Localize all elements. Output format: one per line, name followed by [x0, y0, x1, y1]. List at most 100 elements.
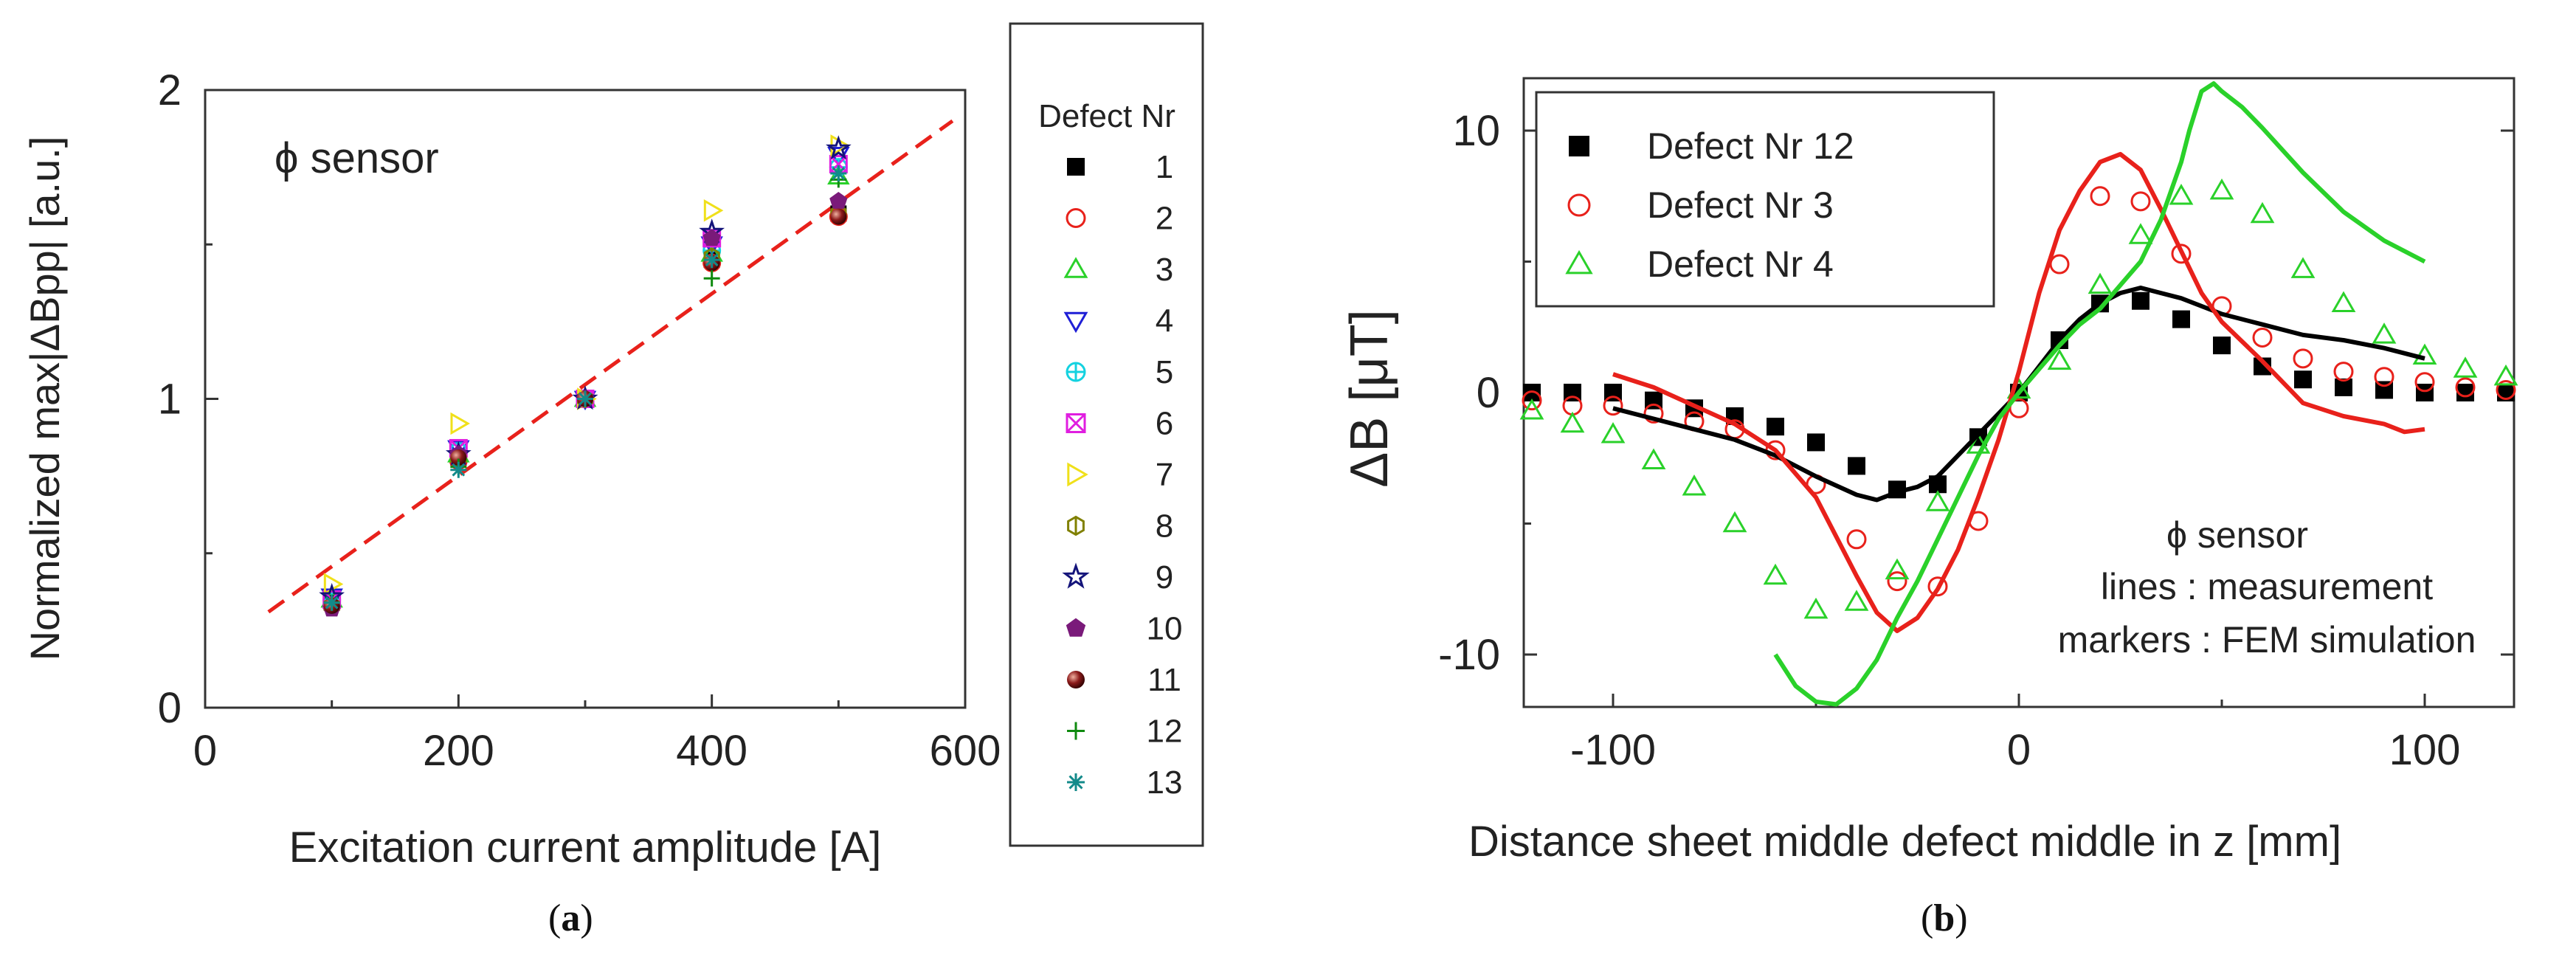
panel-a-legend-title: Defect Nr: [1038, 98, 1175, 134]
panel-b-marker-defect-nr-4: [2128, 223, 2153, 244]
caption-a-letter: a: [561, 897, 581, 939]
panel-a-point-defect-7: [450, 412, 470, 435]
panel-b-marker-defect-nr-4: [1844, 590, 1869, 611]
panel-b-marker-defect-nr-3: [2414, 372, 2435, 393]
panel-b-marker-defect-nr-4: [2331, 291, 2356, 312]
panel-b-marker-defect-nr-4: [2412, 343, 2437, 365]
panel-a-xtick-label: 0: [193, 727, 217, 775]
panel-b-marker-defect-nr-12: [2132, 291, 2149, 310]
panel-b-marker-defect-nr-4: [2453, 356, 2478, 378]
panel-a-legend-marker-11: [1067, 671, 1085, 688]
panel-b-marker-defect-nr-12: [2213, 336, 2231, 355]
panel-a-legend-marker-7: [1067, 462, 1088, 487]
panel-b-annotation-lines: lines : measurement: [2101, 566, 2433, 607]
panel-b-lines: [1612, 81, 2426, 707]
panel-a-legend-label: 1: [1156, 149, 1173, 185]
panel-b-marker-defect-nr-3: [2293, 348, 2313, 369]
panel-b-marker-defect-nr-4: [2250, 201, 2275, 224]
panel-a-legend-marker-5: [1066, 362, 1086, 382]
panel-b-marker-defect-nr-4: [2290, 257, 2316, 278]
panel-a-legend-label: 3: [1156, 252, 1173, 288]
panel-b-legend-marker-2: [1567, 193, 1591, 217]
panel-a-legend-label: 4: [1156, 303, 1173, 339]
panel-a-legend-marker-1: [1067, 158, 1085, 176]
panel-b-xlabel-clip: [2561, 812, 2576, 878]
panel-b-ytick-label: -10: [1438, 631, 1500, 679]
panel-b-marker-defect-nr-12: [2416, 384, 2434, 401]
panel-a-legend-marker-9: [1062, 562, 1090, 589]
panel-b-legend-label: Defect Nr 3: [1647, 184, 1834, 226]
panel-b-marker-defect-nr-4: [1560, 411, 1585, 433]
panel-b-legend-label: Defect Nr 12: [1647, 125, 1854, 167]
panel-b-annotation-sensor: ϕ sensor: [2166, 514, 2308, 556]
panel-b-ytick-label: 10: [1452, 107, 1500, 155]
panel-a-legend-marker-4: [1063, 311, 1088, 334]
panel-a-xlabel: Excitation current amplitude [A]: [289, 824, 882, 871]
panel-b-legend-marker-1: [1569, 136, 1589, 156]
panel-b-legend-entries: Defect Nr 12 Defect Nr 3 Defect Nr 4: [1565, 125, 1854, 285]
panel-b-marker-defect-nr-3: [1887, 571, 1907, 592]
panel-a-ytick-label: 0: [158, 684, 182, 732]
panel-a-legend-label: 7: [1156, 457, 1173, 493]
panel-b-marker-defect-nr-12: [2294, 370, 2312, 389]
panel-b-legend-box: [1535, 91, 1995, 308]
panel-a-legend-label: 13: [1147, 764, 1183, 801]
panel-b-xlabel: Distance sheet middle defect middle in z…: [1468, 818, 2341, 866]
panel-b-annotations: ϕ sensor lines : measurement markers : F…: [2058, 514, 2476, 660]
panel-a-point-defect-13: [830, 165, 847, 182]
panel-a-point-defect-11: [830, 208, 847, 225]
panel-b-marker-defect-nr-12: [1767, 418, 1784, 436]
panel-b-marker-defect-nr-4: [1519, 398, 1544, 420]
panel-a-legend-label: 5: [1156, 354, 1173, 390]
panel-a-annotation: ϕ sensor: [274, 134, 439, 182]
panel-a-legend-label: 6: [1156, 406, 1173, 442]
panel-a-legend-label: 11: [1147, 662, 1181, 698]
panel-b-marker-defect-nr-4: [2047, 348, 2072, 370]
panel-a-data-points: [319, 134, 852, 617]
panel-b-marker-defect-nr-4: [1803, 597, 1829, 619]
panel-a-legend-label: 2: [1156, 201, 1173, 237]
panel-b-marker-defect-nr-4: [1722, 511, 1747, 533]
panel-a-legend-marker-8: [1067, 515, 1085, 536]
panel-a-legend-label: 10: [1147, 611, 1183, 647]
panel-a-point-defect-10: [829, 191, 848, 209]
panel-a-point-defect-12: [703, 270, 720, 287]
panel-a-ticks: [204, 89, 967, 709]
panel-b-marker-defect-nr-4: [2372, 322, 2397, 344]
caption-b: (b): [1921, 897, 1968, 939]
panel-a-legend-marker-3: [1063, 257, 1088, 278]
panel-b-marker-defect-nr-4: [1600, 421, 1626, 443]
panel-a-legend-marker-12: [1067, 722, 1085, 740]
panel-b-marker-defect-nr-3: [2090, 186, 2110, 207]
panel-a-legend-marker-10: [1066, 618, 1086, 637]
panel-b-annotation-markers: markers : FEM simulation: [2058, 619, 2476, 660]
panel-b-marker-defect-nr-3: [2496, 379, 2516, 400]
panel-a-ytick-label: 2: [158, 66, 182, 114]
panel-b-marker-defect-nr-3: [1927, 576, 1948, 597]
panel-a-fit-line-group: [267, 119, 954, 614]
panel-a-point-defect-13: [577, 390, 593, 407]
panel-a-tick-labels: 0 200 400 600 0 1 2: [158, 66, 1001, 775]
panel-a-point-defect-11: [450, 449, 467, 466]
panel-a-legend-label: 12: [1147, 714, 1183, 750]
panel-a-point-defect-13: [450, 461, 467, 478]
panel-a-legend-marker-13: [1067, 773, 1085, 791]
panel-b-legend-marker-3: [1565, 249, 1593, 275]
panel-b-markers: [1519, 178, 2518, 619]
panel-b-ytick-label: 0: [1477, 369, 1500, 417]
panel-b-marker-defect-nr-4: [1641, 448, 1666, 469]
panel-b-marker-defect-nr-12: [2172, 310, 2190, 328]
panel-b-marker-defect-nr-4: [2169, 183, 2194, 205]
panel-a-xtick-label: 400: [676, 727, 747, 775]
panel-a-xtick-label: 600: [930, 727, 1001, 775]
panel-a-ytick-label: 1: [158, 376, 182, 424]
panel-b-marker-defect-nr-4: [1885, 558, 1910, 580]
panel-b-line-defect-nr-3: [1612, 151, 2425, 633]
panel-a-point-defect-9: [825, 135, 852, 160]
panel-b-marker-defect-nr-4: [2493, 364, 2518, 386]
panel-a-point-defect-13: [703, 252, 720, 269]
panel-b-marker-defect-nr-3: [2455, 377, 2476, 398]
